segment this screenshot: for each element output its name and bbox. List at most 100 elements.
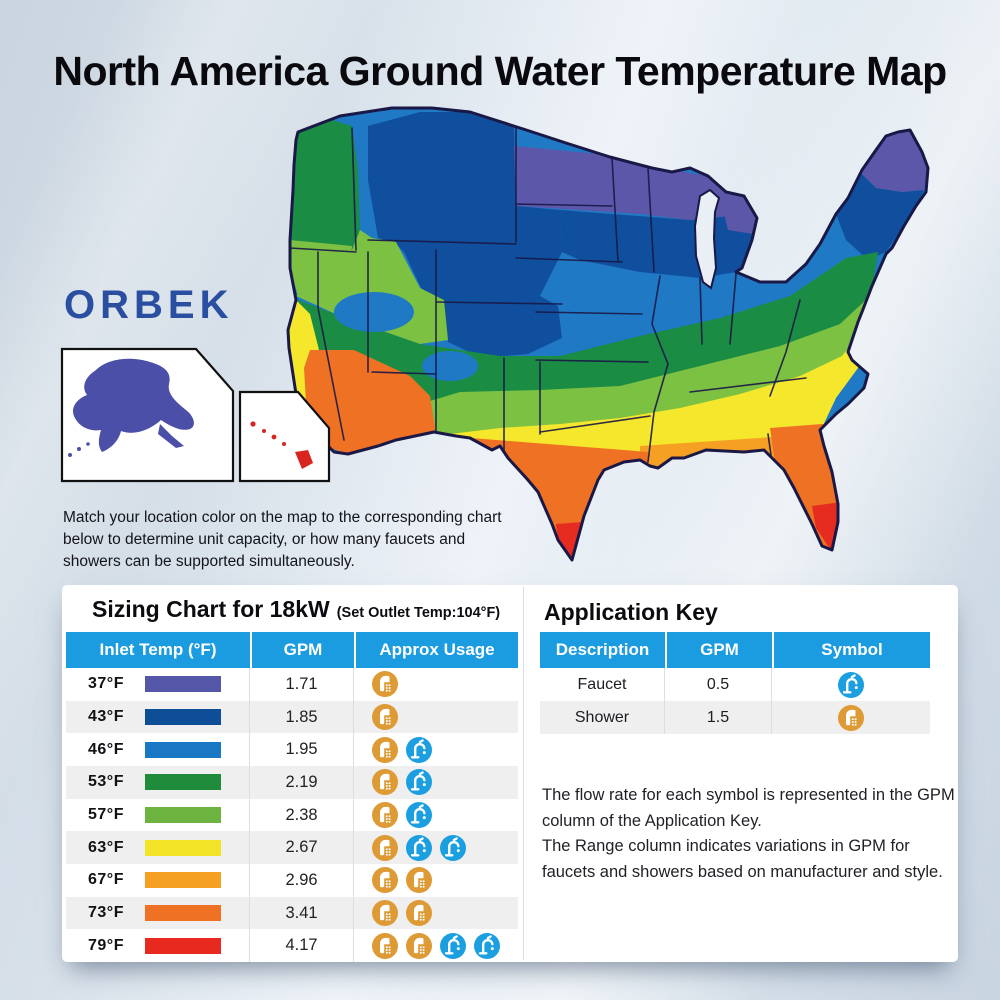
note-line-1: The flow rate for each symbol is represe… <box>542 786 955 830</box>
inlet-temp-value: 63°F <box>88 838 124 856</box>
col-gpm: GPM <box>250 632 354 668</box>
inlet-temp-value: 46°F <box>88 740 124 758</box>
temp-color-swatch <box>145 872 221 889</box>
sizing-chart-title-sub: (Set Outlet Temp:104°F) <box>336 605 501 621</box>
temp-color-swatch <box>145 741 221 758</box>
panel-divider <box>523 587 524 960</box>
key-gpm-value: 1.5 <box>665 701 772 734</box>
map-zone-red <box>556 502 842 560</box>
gpm-value: 2.19 <box>250 766 354 799</box>
gpm-value: 1.85 <box>250 700 354 734</box>
gpm-value: 2.96 <box>250 864 354 897</box>
inlet-temp-value: 37°F <box>88 675 124 693</box>
sizing-chart-row: 63°F 2.67 <box>66 831 518 865</box>
sizing-chart-row: 73°F 3.41 <box>66 896 518 930</box>
faucet-icon <box>440 932 466 959</box>
temp-color-swatch <box>145 905 221 922</box>
gpm-value: 1.71 <box>250 668 354 701</box>
shower-icon <box>372 834 398 861</box>
approx-usage-icons <box>354 668 518 701</box>
brand-logo: ORBEK <box>64 283 234 327</box>
approx-usage-icons <box>354 701 518 734</box>
application-key-title: Application Key <box>544 599 718 625</box>
sizing-chart-body: 37°F 1.71 43°F 1.85 <box>66 668 518 963</box>
inlet-temp-value: 79°F <box>88 936 124 954</box>
intro-text: Match your location color on the map to … <box>63 508 502 570</box>
faucet-icon <box>406 769 432 796</box>
application-key-row: Faucet 0.5 <box>540 668 930 701</box>
shower-icon <box>406 932 432 959</box>
description-value: Shower <box>540 701 665 734</box>
approx-usage-icons <box>354 897 518 930</box>
temp-color-swatch <box>145 839 221 856</box>
approx-usage-icons <box>354 766 518 799</box>
sizing-chart-row: 79°F 4.17 <box>66 929 518 963</box>
sizing-chart: Sizing Chart for 18kW (Set Outlet Temp:1… <box>66 585 518 963</box>
faucet-icon <box>406 834 432 861</box>
sizing-chart-row: 57°F 2.38 <box>66 798 518 832</box>
faucet-icon <box>406 802 432 829</box>
application-key-note: The flow rate for each symbol is represe… <box>542 783 956 886</box>
col-inlet-temp: Inlet Temp (°F) <box>99 640 217 659</box>
us-temperature-map <box>286 106 930 562</box>
shower-icon <box>372 932 398 959</box>
page-title: North America Ground Water Temperature M… <box>53 48 947 94</box>
gpm-value: 2.67 <box>250 831 354 865</box>
sizing-chart-row: 67°F 2.96 <box>66 864 518 897</box>
gpm-value: 4.17 <box>250 929 354 963</box>
sizing-panel: Sizing Chart for 18kW (Set Outlet Temp:1… <box>62 585 958 963</box>
sizing-chart-title: Sizing Chart for 18kW (Set Outlet Temp:1… <box>66 585 518 632</box>
shower-icon <box>372 769 398 796</box>
sizing-chart-row: 43°F 1.85 <box>66 700 518 734</box>
alaska-shape <box>68 358 194 457</box>
application-key: Application Key Description GPM Symbol F… <box>540 585 958 962</box>
map-zone-purple <box>514 131 928 234</box>
symbol-cell <box>772 668 930 701</box>
col-key-gpm: GPM <box>665 632 772 668</box>
hawaii-inset-box <box>238 390 331 483</box>
application-key-body: Faucet 0.5 Shower 1.5 <box>540 668 930 734</box>
lake-michigan <box>693 188 721 290</box>
temp-color-swatch <box>145 774 221 791</box>
inlet-temp-value: 73°F <box>88 904 124 922</box>
col-symbol: Symbol <box>772 632 930 668</box>
gpm-value: 2.38 <box>250 798 354 832</box>
faucet-icon <box>474 932 500 959</box>
shower-icon <box>372 736 398 763</box>
note-line-2: The Range column indicates variations in… <box>542 837 943 882</box>
shower-icon <box>406 867 432 894</box>
inlet-temp-value: 57°F <box>88 806 124 824</box>
shower-icon <box>372 900 398 927</box>
approx-usage-icons <box>354 929 518 962</box>
symbol-cell <box>772 701 930 734</box>
approx-usage-icons <box>354 831 518 864</box>
gpm-value: 1.95 <box>250 733 354 767</box>
shower-icon <box>372 704 398 730</box>
shower-icon <box>372 802 398 829</box>
alaska-hawaii-insets <box>60 347 331 483</box>
temp-color-swatch <box>145 676 221 693</box>
approx-usage-icons <box>354 733 518 766</box>
approx-usage-icons <box>354 864 518 897</box>
shower-icon <box>372 671 398 698</box>
application-key-header: Description GPM Symbol <box>540 632 930 668</box>
faucet-icon <box>440 834 466 861</box>
sizing-chart-row: 37°F 1.71 <box>66 668 518 701</box>
description-value: Faucet <box>540 668 665 701</box>
shower-icon <box>838 704 864 731</box>
col-description: Description <box>555 640 650 659</box>
map-outline <box>286 106 930 562</box>
sizing-chart-row: 46°F 1.95 <box>66 733 518 767</box>
temp-color-swatch <box>145 709 221 725</box>
gpm-value: 3.41 <box>250 896 354 930</box>
inlet-temp-value: 53°F <box>88 773 124 791</box>
hawaii-islands <box>250 421 313 469</box>
sizing-chart-row: 53°F 2.19 <box>66 766 518 799</box>
key-gpm-value: 0.5 <box>665 668 772 701</box>
inlet-temp-value: 67°F <box>88 871 124 889</box>
shower-icon <box>406 900 432 927</box>
temp-color-swatch <box>145 807 221 824</box>
inlet-temp-value: 43°F <box>88 708 124 725</box>
faucet-icon <box>838 671 864 698</box>
